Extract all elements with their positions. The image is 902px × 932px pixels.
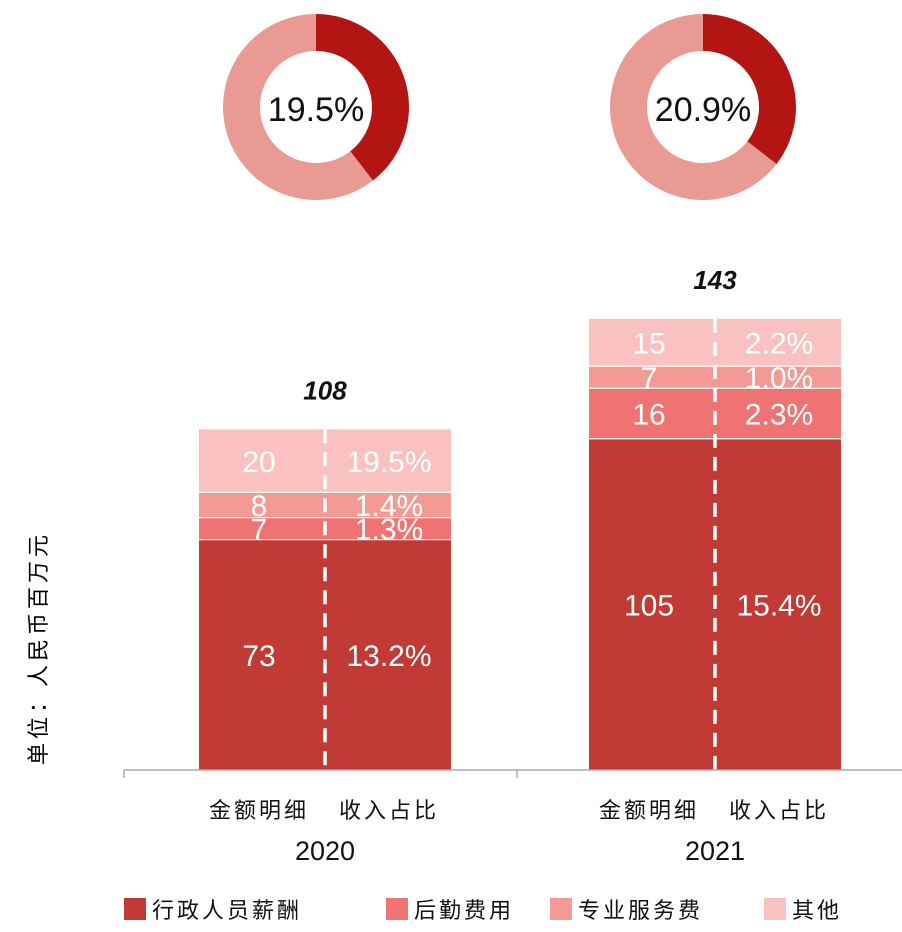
donut-charts: 19.5% 20.9%	[223, 14, 796, 201]
legend-item-admin_salary: 行政人员薪酬	[124, 898, 302, 924]
legend-label: 专业服务费	[578, 899, 703, 924]
value-label: 15	[632, 327, 665, 360]
value-label: 8	[251, 490, 268, 523]
percent-label: 15.4%	[736, 589, 821, 622]
axis-sub-label: 收入占比	[729, 799, 829, 824]
donut-2020: 19.5%	[223, 14, 409, 200]
bar-2020: 73 13.2% 7 1.3% 8 1.4% 20 19.5% 108	[199, 375, 451, 770]
legend-swatch	[550, 898, 572, 920]
percent-label: 1.4%	[355, 490, 423, 523]
stacked-bars: 73 13.2% 7 1.3% 8 1.4% 20 19.5% 108 105 15.4% 16 2.3…	[199, 265, 841, 770]
axis-sub-label: 金额明细	[209, 799, 309, 824]
legend-label: 行政人员薪酬	[152, 899, 302, 924]
legend-label: 其他	[792, 899, 842, 924]
percent-label: 13.2%	[346, 640, 431, 673]
donut-rest-slice	[610, 14, 777, 201]
total-label: 143	[693, 265, 737, 295]
donut-rest-slice	[223, 14, 374, 200]
axis-sub-label: 收入占比	[339, 799, 439, 824]
total-label: 108	[303, 375, 347, 405]
bar-2021: 105 15.4% 16 2.3% 7 1.0% 15 2.2% 143	[589, 265, 841, 770]
legend-label: 后勤费用	[414, 899, 514, 924]
percent-label: 2.3%	[745, 398, 813, 431]
donut-main-slice	[316, 14, 409, 181]
donut-center-label: 20.9%	[655, 91, 751, 129]
donut-2021: 20.9%	[610, 14, 796, 201]
legend-swatch	[386, 898, 408, 920]
donut-main-slice	[703, 14, 796, 165]
value-label: 73	[242, 640, 275, 673]
legend-swatch	[124, 898, 146, 920]
x-axis: 金额明细 收入占比 2020 金额明细 收入占比 2021	[123, 769, 902, 866]
legend-swatch	[764, 898, 786, 920]
legend: 行政人员薪酬 后勤费用 专业服务费 其他	[124, 898, 842, 924]
legend-item-other: 其他	[764, 898, 842, 924]
value-label: 7	[251, 514, 268, 547]
percent-label: 1.0%	[745, 362, 813, 395]
donut-center-label: 19.5%	[268, 91, 364, 129]
percent-label: 19.5%	[346, 446, 431, 479]
value-label: 16	[632, 398, 665, 431]
legend-item-professional: 专业服务费	[550, 898, 703, 924]
percent-label: 2.2%	[745, 327, 813, 360]
axis-sub-label: 金额明细	[599, 799, 699, 824]
axis-year-label: 2020	[295, 836, 355, 866]
axis-year-label: 2021	[685, 836, 745, 866]
percent-label: 1.3%	[355, 514, 423, 547]
y-axis-label: 单位：人民币百万元	[27, 531, 52, 765]
legend-item-logistics: 后勤费用	[386, 898, 514, 924]
value-label: 7	[641, 362, 658, 395]
value-label: 20	[242, 446, 275, 479]
value-label: 105	[624, 589, 674, 622]
